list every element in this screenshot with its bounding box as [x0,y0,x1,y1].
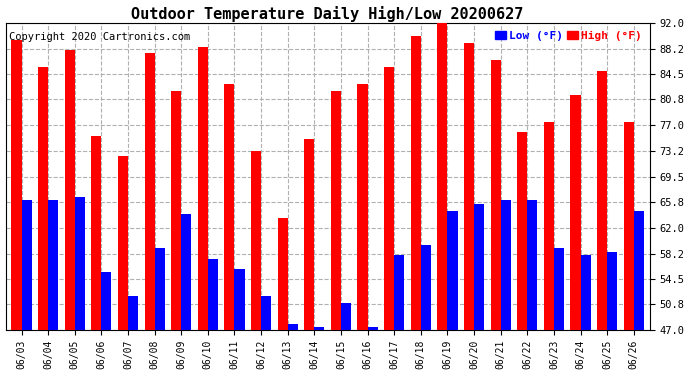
Bar [554,248,564,330]
Bar [155,248,165,330]
Bar [474,204,484,330]
Bar [261,296,271,330]
Bar [48,201,58,330]
Bar [91,135,101,330]
Bar [633,211,644,330]
Bar [38,67,48,330]
Bar [341,303,351,330]
Legend: Low (°F), High (°F): Low (°F), High (°F) [493,28,644,43]
Bar [21,201,32,330]
Bar [277,217,288,330]
Bar [421,245,431,330]
Bar [527,201,538,330]
Bar [624,122,633,330]
Bar [128,296,138,330]
Bar [597,70,607,330]
Bar [288,324,298,330]
Bar [198,46,208,330]
Bar [235,269,244,330]
Bar [12,40,21,330]
Bar [101,272,112,330]
Bar [491,60,501,330]
Bar [464,43,474,330]
Bar [411,36,421,330]
Text: Copyright 2020 Cartronics.com: Copyright 2020 Cartronics.com [9,32,190,42]
Bar [208,259,218,330]
Bar [607,252,618,330]
Bar [447,211,457,330]
Bar [118,156,128,330]
Bar [580,255,591,330]
Bar [65,50,75,330]
Bar [144,54,155,330]
Bar [304,139,315,330]
Bar [571,94,580,330]
Bar [331,91,341,330]
Bar [357,84,368,330]
Bar [518,132,527,330]
Bar [171,91,181,330]
Bar [437,19,447,330]
Title: Outdoor Temperature Daily High/Low 20200627: Outdoor Temperature Daily High/Low 20200… [132,6,524,21]
Bar [224,84,235,330]
Bar [384,67,394,330]
Bar [75,197,85,330]
Bar [251,151,261,330]
Bar [544,122,554,330]
Bar [501,201,511,330]
Bar [181,214,191,330]
Bar [315,327,324,330]
Bar [394,255,404,330]
Bar [368,327,377,330]
